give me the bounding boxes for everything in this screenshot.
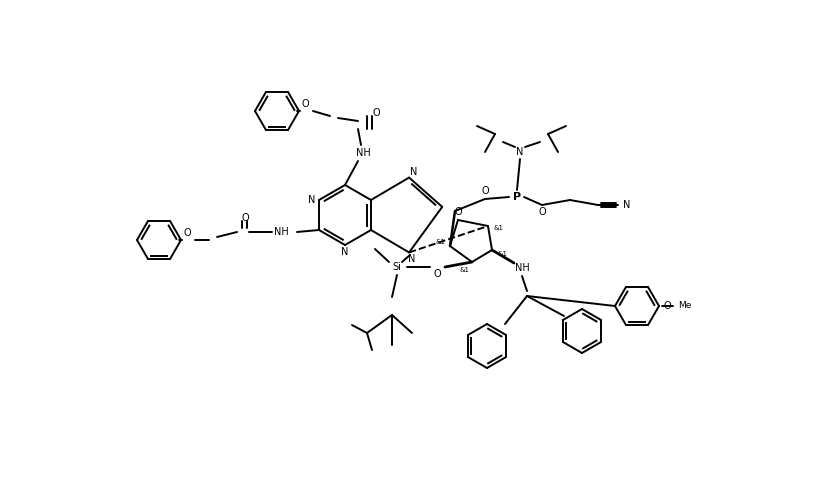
Text: Si: Si <box>393 262 402 272</box>
Text: O: O <box>183 228 191 238</box>
Text: P: P <box>513 192 521 202</box>
Text: O: O <box>372 108 380 118</box>
Text: Me: Me <box>678 302 692 311</box>
Text: N: N <box>516 147 524 157</box>
Text: N: N <box>624 200 631 210</box>
Text: N: N <box>411 166 418 176</box>
Text: &1: &1 <box>493 225 503 231</box>
Text: O: O <box>663 301 671 311</box>
Text: N: N <box>408 254 415 264</box>
Text: O: O <box>241 213 249 223</box>
Text: &1: &1 <box>435 239 445 245</box>
Text: N: N <box>341 247 349 257</box>
Text: NH: NH <box>274 227 289 237</box>
Text: O: O <box>538 207 546 217</box>
Text: O: O <box>301 99 309 109</box>
Text: O: O <box>454 207 462 217</box>
Text: &1: &1 <box>497 251 507 257</box>
Text: O: O <box>481 186 489 196</box>
Text: &1: &1 <box>459 267 469 273</box>
Text: N: N <box>308 195 315 205</box>
Text: NH: NH <box>355 148 371 158</box>
Text: NH: NH <box>515 263 529 273</box>
Text: O: O <box>433 269 441 279</box>
